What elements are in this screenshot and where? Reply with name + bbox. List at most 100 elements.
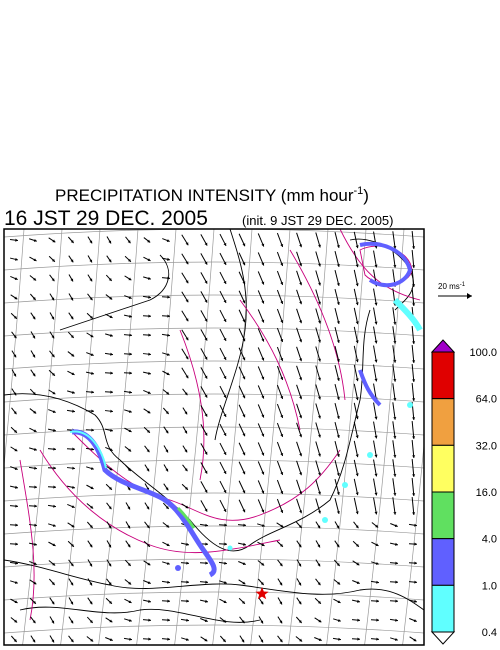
wind-arrow	[392, 231, 396, 249]
wind-arrow-head	[185, 299, 189, 303]
wind-arrow-head	[318, 619, 322, 623]
wind-arrow-head	[51, 582, 55, 585]
wind-arrow-head	[280, 281, 284, 285]
wind-arrow-head	[204, 413, 208, 417]
wind-arrow	[411, 420, 415, 440]
wind-arrow-head	[393, 359, 397, 363]
wind-arrow-head	[167, 333, 170, 337]
wind-arrow	[334, 327, 340, 343]
colorbar-segment	[431, 538, 455, 586]
colorbar-segment	[431, 351, 455, 400]
wind-arrow-head	[374, 245, 378, 249]
wind-arrow-head	[70, 639, 74, 643]
wind-arrow-head	[108, 486, 112, 490]
wind-arrow-head	[376, 580, 379, 584]
wind-arrow-head	[317, 339, 321, 343]
wind-arrow-head	[375, 524, 379, 528]
parallel	[4, 360, 424, 370]
wind-arrow-head	[280, 262, 284, 266]
parallel	[4, 624, 424, 634]
wind-arrow-head	[299, 320, 303, 324]
wind-arrow-head	[242, 376, 246, 380]
wind-arrow-head	[167, 599, 170, 603]
wind-arrow-head	[127, 487, 131, 491]
wind-arrow-head	[128, 429, 132, 433]
wind-arrow-head	[167, 580, 170, 584]
wind-arrow-head	[186, 599, 189, 603]
wind-arrow-head	[357, 599, 360, 603]
wind-arrow-head	[72, 466, 75, 470]
wind-arrow-head	[89, 240, 93, 244]
wind-arrow-head	[261, 509, 265, 513]
wind-arrow-head	[223, 508, 227, 512]
wind-arrow	[315, 346, 321, 362]
wind-arrow-head	[412, 303, 416, 306]
wind-arrow-head	[110, 371, 113, 375]
wind-arrow-head	[223, 261, 227, 265]
wind-arrow-head	[317, 491, 321, 495]
wind-arrow-head	[53, 485, 56, 489]
wind-arrow-head	[317, 282, 321, 286]
meridian	[212, 229, 253, 645]
wind-arrow-head	[205, 599, 208, 603]
wind-arrow-head	[147, 581, 151, 584]
wind-arrow-head	[317, 600, 321, 604]
wind-arrow-head	[51, 316, 55, 320]
meridian	[364, 229, 405, 645]
wind-arrow-head	[147, 410, 151, 414]
wind-arrow-head	[376, 618, 379, 622]
wind-arrow-head	[355, 283, 359, 287]
wind-arrow-head	[147, 391, 151, 394]
wind-arrow-head	[165, 468, 169, 472]
wind-arrow-head	[317, 525, 321, 529]
wind-arrow-head	[185, 337, 189, 341]
wind-arrow-head	[355, 511, 359, 515]
wind-arrow	[334, 460, 340, 476]
wind-arrow-head	[317, 377, 321, 381]
wind-arrow-head	[108, 259, 112, 263]
colorbar-segment	[431, 444, 455, 493]
wind-arrow-head	[89, 315, 93, 319]
wind-arrow-head	[280, 395, 284, 399]
wind-arrow-head	[242, 357, 246, 361]
wind-arrow-head	[224, 542, 227, 546]
wind-arrow-head	[70, 543, 74, 547]
wind-arrow-head	[280, 509, 284, 513]
wind-arrow-head	[146, 429, 150, 433]
wind-arrow-head	[280, 490, 284, 494]
wind-arrow-head	[204, 432, 208, 436]
wind-arrow-head	[71, 390, 75, 394]
wind-arrow	[411, 439, 415, 459]
wind-arrow-head	[299, 415, 303, 419]
wind-arrow-head	[414, 599, 417, 603]
wind-arrow-head	[355, 473, 359, 477]
wind-arrow-head	[70, 297, 74, 301]
wind-arrow-head	[223, 451, 227, 455]
wind-arrow-head	[260, 620, 264, 624]
wind-arrow-head	[393, 397, 397, 401]
wind-arrow-head	[242, 490, 246, 494]
wind-arrow-head	[147, 258, 151, 262]
wind-arrow-head	[299, 510, 303, 514]
wind-arrow-head	[14, 600, 18, 604]
wind-arrow-head	[127, 563, 131, 566]
wind-arrow	[353, 231, 359, 249]
wind-arrow-head	[14, 296, 18, 300]
wind-arrow-head	[89, 525, 93, 528]
colorbar-segment	[431, 491, 455, 540]
wind-arrow-head	[242, 281, 246, 285]
wind-arrow-head	[186, 542, 189, 546]
wind-arrow-head	[110, 390, 113, 394]
wind-arrow	[411, 268, 415, 288]
wind-arrow	[373, 250, 377, 268]
wind-arrow-head	[336, 510, 340, 514]
wind-arrow-head	[317, 301, 321, 305]
wind-arrow-head	[279, 601, 283, 605]
wind-arrow-head	[147, 276, 151, 280]
wind-arrow-head	[147, 562, 151, 566]
wind-arrow-head	[204, 261, 208, 265]
wind-arrow	[315, 251, 321, 267]
wind-arrow-head	[317, 510, 321, 514]
wind-arrow-head	[336, 544, 340, 548]
wind-arrow-head	[72, 409, 75, 413]
